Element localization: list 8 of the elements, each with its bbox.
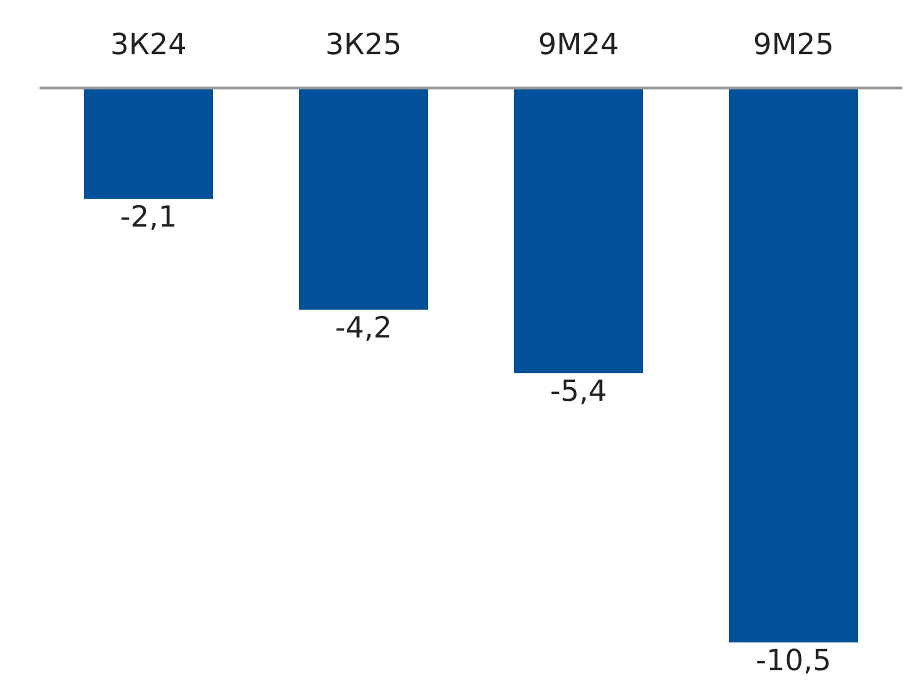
x-tick-label: 9М24 — [540, 32, 618, 55]
data-label: -2,1 — [121, 204, 174, 230]
x-tick-label: 3К25 — [328, 32, 400, 55]
x-tick-label: 9М25 — [754, 32, 832, 55]
data-label: -4,2 — [336, 316, 390, 341]
data-label: -5,4 — [551, 380, 606, 404]
data-label: -10,5 — [757, 648, 829, 674]
x-tick-label: 3К24 — [112, 32, 186, 55]
